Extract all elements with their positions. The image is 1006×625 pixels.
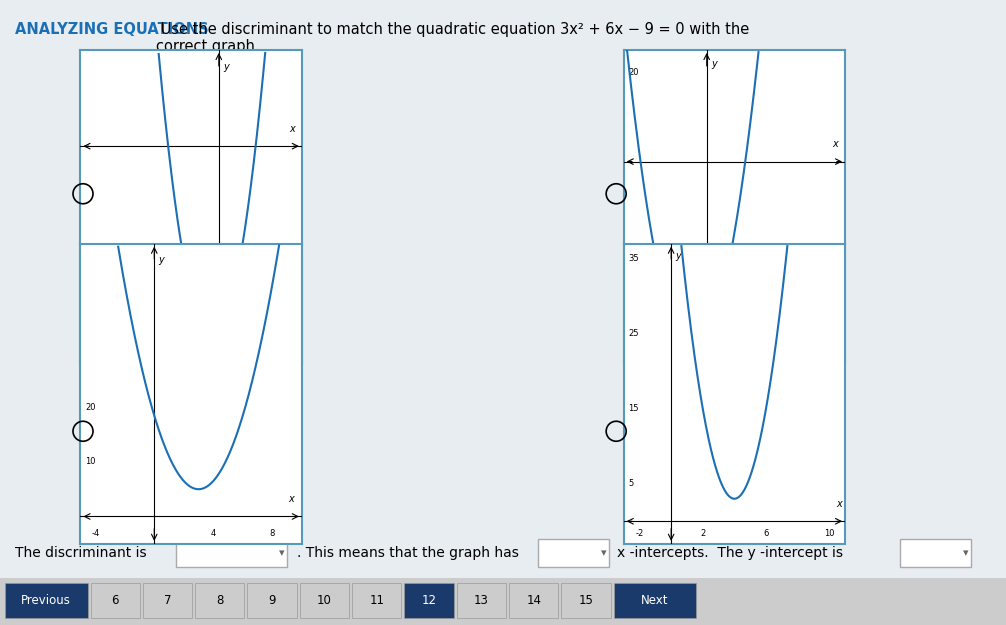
- FancyBboxPatch shape: [91, 583, 140, 618]
- Text: ▾: ▾: [279, 548, 285, 558]
- FancyBboxPatch shape: [561, 583, 611, 618]
- FancyBboxPatch shape: [538, 539, 609, 567]
- Text: 6: 6: [112, 594, 119, 607]
- FancyBboxPatch shape: [247, 583, 297, 618]
- Text: The discriminant is: The discriminant is: [15, 546, 147, 560]
- Text: x: x: [832, 139, 838, 149]
- Text: y: y: [711, 59, 717, 69]
- Text: 10: 10: [317, 594, 332, 607]
- Text: 11: 11: [369, 594, 384, 607]
- Text: 14: 14: [526, 594, 541, 607]
- Text: 15: 15: [578, 594, 594, 607]
- Text: 35: 35: [628, 254, 639, 263]
- Text: 20: 20: [628, 68, 639, 77]
- FancyBboxPatch shape: [900, 539, 971, 567]
- FancyBboxPatch shape: [614, 583, 696, 618]
- FancyBboxPatch shape: [0, 578, 1006, 625]
- Text: Previous: Previous: [21, 594, 71, 607]
- Text: -2: -2: [636, 529, 644, 538]
- Text: 5: 5: [628, 479, 634, 488]
- Text: 7: 7: [164, 594, 171, 607]
- Text: 10: 10: [85, 458, 96, 466]
- Text: 8: 8: [216, 594, 223, 607]
- Text: . This means that the graph has: . This means that the graph has: [297, 546, 519, 560]
- FancyBboxPatch shape: [5, 583, 88, 618]
- Text: 25: 25: [628, 329, 639, 338]
- Text: 6: 6: [764, 529, 769, 538]
- Text: ▾: ▾: [601, 548, 607, 558]
- Text: y: y: [159, 254, 164, 264]
- FancyBboxPatch shape: [176, 539, 287, 567]
- FancyBboxPatch shape: [300, 583, 349, 618]
- Text: 4: 4: [210, 529, 216, 538]
- Text: -8: -8: [104, 348, 113, 356]
- Text: -4: -4: [92, 529, 100, 538]
- FancyBboxPatch shape: [143, 583, 192, 618]
- FancyBboxPatch shape: [457, 583, 506, 618]
- Text: 20: 20: [85, 403, 96, 412]
- Text: Next: Next: [641, 594, 669, 607]
- FancyBboxPatch shape: [352, 583, 401, 618]
- Text: -40: -40: [628, 336, 642, 344]
- FancyBboxPatch shape: [404, 583, 454, 618]
- Text: -4: -4: [159, 348, 168, 356]
- Text: 10: 10: [824, 529, 835, 538]
- Text: 9: 9: [269, 594, 276, 607]
- Text: y: y: [223, 62, 229, 72]
- Text: 4: 4: [272, 348, 277, 356]
- Text: 12: 12: [422, 594, 437, 607]
- Text: -4: -4: [647, 348, 656, 356]
- Text: 8: 8: [270, 529, 275, 538]
- Text: x: x: [289, 124, 295, 134]
- Text: x: x: [289, 494, 295, 504]
- Text: 13: 13: [474, 594, 489, 607]
- Text: 15: 15: [628, 404, 639, 413]
- FancyBboxPatch shape: [509, 583, 558, 618]
- FancyBboxPatch shape: [195, 583, 244, 618]
- Text: 2: 2: [700, 529, 705, 538]
- Text: ANALYZING EQUATIONS: ANALYZING EQUATIONS: [15, 22, 208, 37]
- Text: x -intercepts.  The y -intercept is: x -intercepts. The y -intercept is: [617, 546, 843, 560]
- Text: Use the discriminant to match the quadratic equation 3x² + 6x − 9 = 0 with the
c: Use the discriminant to match the quadra…: [156, 22, 749, 54]
- Text: 8: 8: [815, 348, 820, 356]
- Text: ▾: ▾: [963, 548, 969, 558]
- Text: x: x: [836, 499, 842, 509]
- Text: y: y: [676, 251, 681, 261]
